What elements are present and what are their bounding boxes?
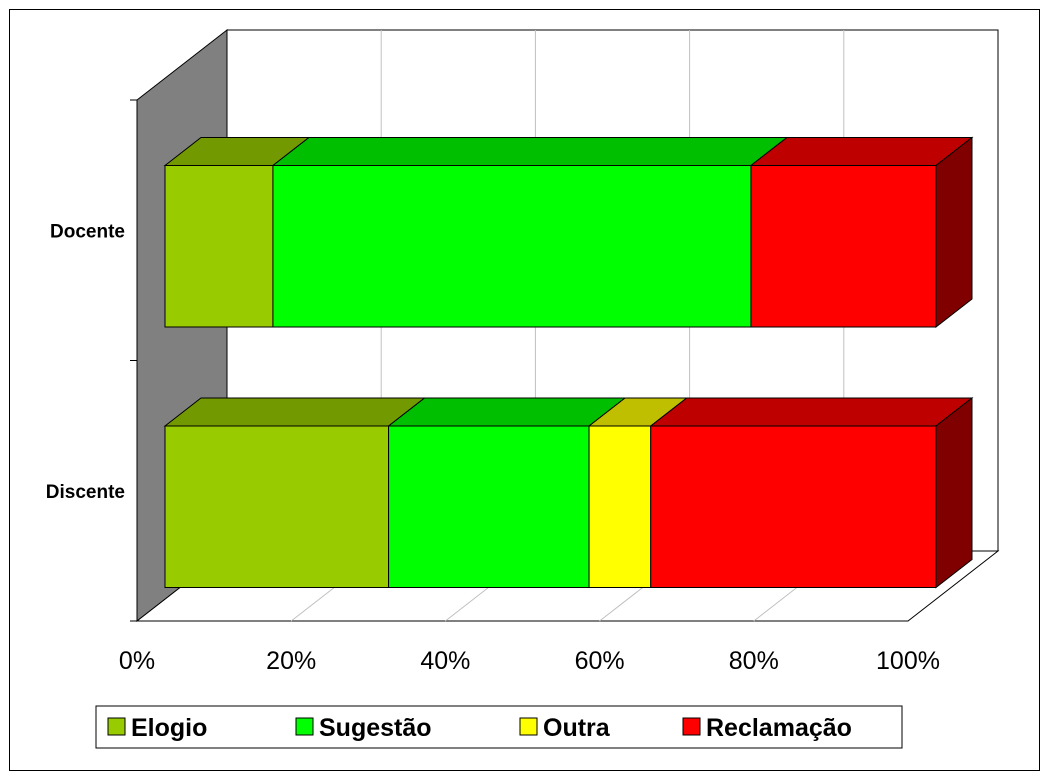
bar-side xyxy=(935,396,973,589)
bar-discente-reclamacao xyxy=(649,396,974,589)
legend-swatch-outra xyxy=(519,717,538,736)
bar-docente-sugestao xyxy=(271,136,789,328)
x-tick-label: 80% xyxy=(729,647,779,675)
legend: Elogio Sugestão Outra Reclamação xyxy=(95,705,903,749)
bar-front xyxy=(750,164,937,328)
bar-docente-elogio xyxy=(163,136,311,328)
bar-top xyxy=(749,136,974,166)
bar-top xyxy=(163,397,427,427)
legend-box xyxy=(95,705,903,749)
x-tick-label: 60% xyxy=(575,647,625,675)
legend-label-reclamacao: Reclamação xyxy=(706,714,852,742)
bar-discente-elogio xyxy=(163,397,427,589)
bar-top xyxy=(649,397,974,427)
legend-swatch-reclamacao xyxy=(682,717,701,736)
x-tick-label: 40% xyxy=(420,647,470,675)
legend-label-elogio: Elogio xyxy=(131,714,207,742)
bar-front xyxy=(272,164,752,328)
x-tick-label: 0% xyxy=(119,647,155,675)
bar-top xyxy=(271,136,789,166)
category-label: Docente xyxy=(50,221,125,242)
bar-discente-sugestao xyxy=(387,397,627,589)
bar-discente-outra xyxy=(587,397,689,589)
bar-top xyxy=(387,397,627,427)
bar-front xyxy=(650,425,937,589)
bar-front xyxy=(588,425,652,589)
legend-swatch-sugestao xyxy=(295,717,314,736)
bar-front xyxy=(388,425,590,589)
legend-swatch-elogio xyxy=(107,717,126,736)
legend-label-outra: Outra xyxy=(543,714,611,742)
bar-front xyxy=(164,164,274,328)
x-tick-label: 100% xyxy=(876,647,940,675)
bar-docente-reclamacao xyxy=(749,136,974,329)
bar-front xyxy=(164,425,390,589)
x-tick-label: 20% xyxy=(266,647,316,675)
category-label: Discente xyxy=(46,482,125,503)
legend-label-sugestao: Sugestão xyxy=(319,714,432,742)
bar-side xyxy=(935,136,973,329)
